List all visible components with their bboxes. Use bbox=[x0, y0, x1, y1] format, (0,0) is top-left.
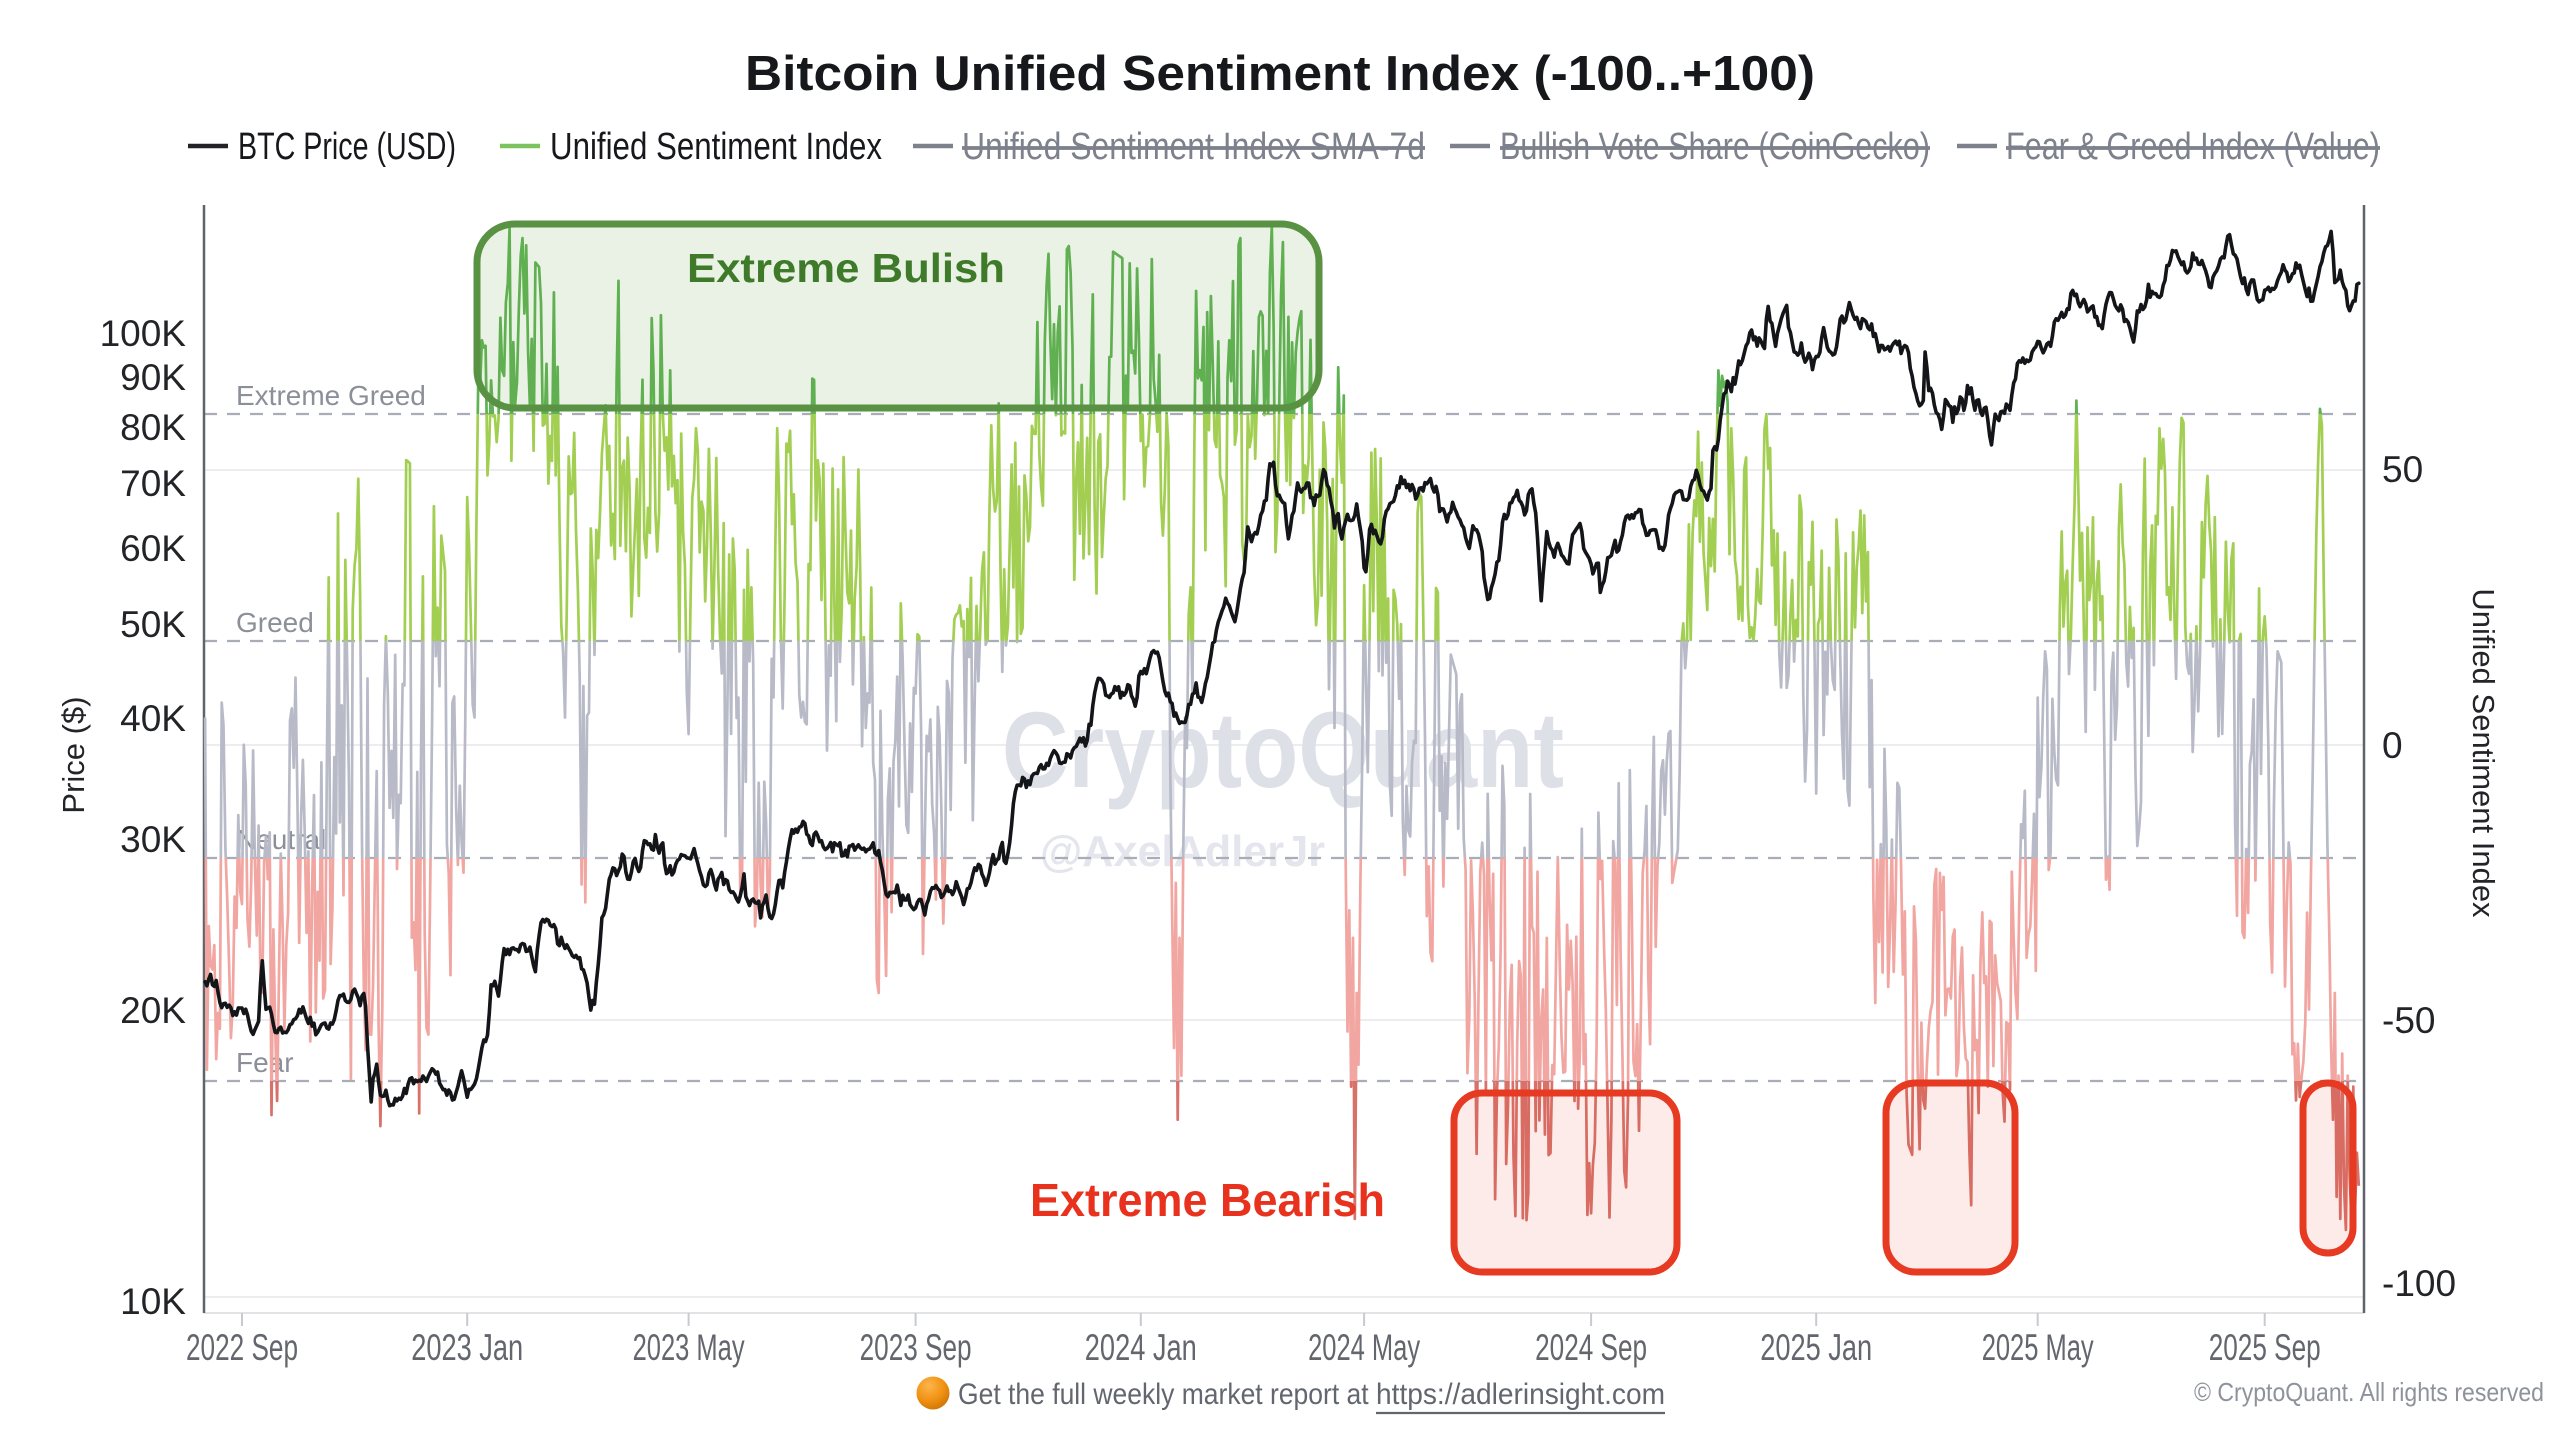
svg-text:BTC Price (USD): BTC Price (USD) bbox=[238, 126, 456, 168]
svg-text:Extreme Bulish: Extreme Bulish bbox=[687, 245, 1005, 291]
svg-text:2022 Sep: 2022 Sep bbox=[186, 1327, 298, 1368]
svg-text:© CryptoQuant. All rights rese: © CryptoQuant. All rights reserved bbox=[2194, 1377, 2544, 1407]
svg-text:Extreme Bearish: Extreme Bearish bbox=[1030, 1174, 1385, 1226]
svg-text:Bullish Vote Share (CoinGecko): Bullish Vote Share (CoinGecko) bbox=[1500, 126, 1930, 168]
svg-text:100K: 100K bbox=[100, 313, 187, 354]
svg-text:Fear: Fear bbox=[236, 1047, 294, 1078]
svg-text:2024 Jan: 2024 Jan bbox=[1085, 1327, 1197, 1368]
svg-text:40K: 40K bbox=[120, 698, 186, 739]
svg-text:2023 May: 2023 May bbox=[633, 1327, 745, 1368]
svg-text:30K: 30K bbox=[120, 819, 186, 860]
svg-text:2025 May: 2025 May bbox=[1982, 1327, 2094, 1368]
svg-text:Price ($): Price ($) bbox=[56, 696, 91, 813]
svg-text:Get the full weekly market rep: Get the full weekly market report at bbox=[958, 1378, 1376, 1411]
svg-text:-100: -100 bbox=[2382, 1263, 2456, 1304]
svg-text:https://adlerinsight.com: https://adlerinsight.com bbox=[1376, 1378, 1665, 1411]
svg-text:2023 Sep: 2023 Sep bbox=[860, 1327, 972, 1368]
svg-text:20K: 20K bbox=[120, 990, 186, 1031]
svg-text:70K: 70K bbox=[120, 463, 186, 504]
svg-text:Greed: Greed bbox=[236, 607, 314, 638]
svg-text:50K: 50K bbox=[120, 604, 186, 645]
svg-text:2025 Jan: 2025 Jan bbox=[1760, 1327, 1872, 1368]
svg-text:10K: 10K bbox=[120, 1281, 186, 1322]
svg-text:-50: -50 bbox=[2382, 1000, 2435, 1041]
svg-text:2023 Jan: 2023 Jan bbox=[411, 1327, 523, 1368]
svg-text:Unified Sentiment Index: Unified Sentiment Index bbox=[2466, 588, 2501, 918]
svg-text:Fear & Greed Index (Value): Fear & Greed Index (Value) bbox=[2006, 126, 2380, 168]
svg-text:60K: 60K bbox=[120, 528, 186, 569]
svg-text:50: 50 bbox=[2382, 449, 2423, 490]
svg-text:0: 0 bbox=[2382, 725, 2403, 766]
svg-text:Extreme Greed: Extreme Greed bbox=[236, 380, 426, 411]
svg-text:90K: 90K bbox=[120, 357, 186, 398]
svg-text:80K: 80K bbox=[120, 407, 186, 448]
svg-text:2024 May: 2024 May bbox=[1308, 1327, 1420, 1368]
svg-text:Unified Sentiment Index: Unified Sentiment Index bbox=[550, 126, 882, 168]
svg-text:2024 Sep: 2024 Sep bbox=[1535, 1327, 1647, 1368]
svg-text:2025 Sep: 2025 Sep bbox=[2209, 1327, 2321, 1368]
svg-text:Bitcoin Unified Sentiment Inde: Bitcoin Unified Sentiment Index (-100..+… bbox=[745, 47, 1815, 101]
svg-text:CryptoQuant: CryptoQuant bbox=[1002, 689, 1564, 810]
svg-text:Unified Sentiment Index SMA-7d: Unified Sentiment Index SMA-7d bbox=[962, 126, 1425, 168]
